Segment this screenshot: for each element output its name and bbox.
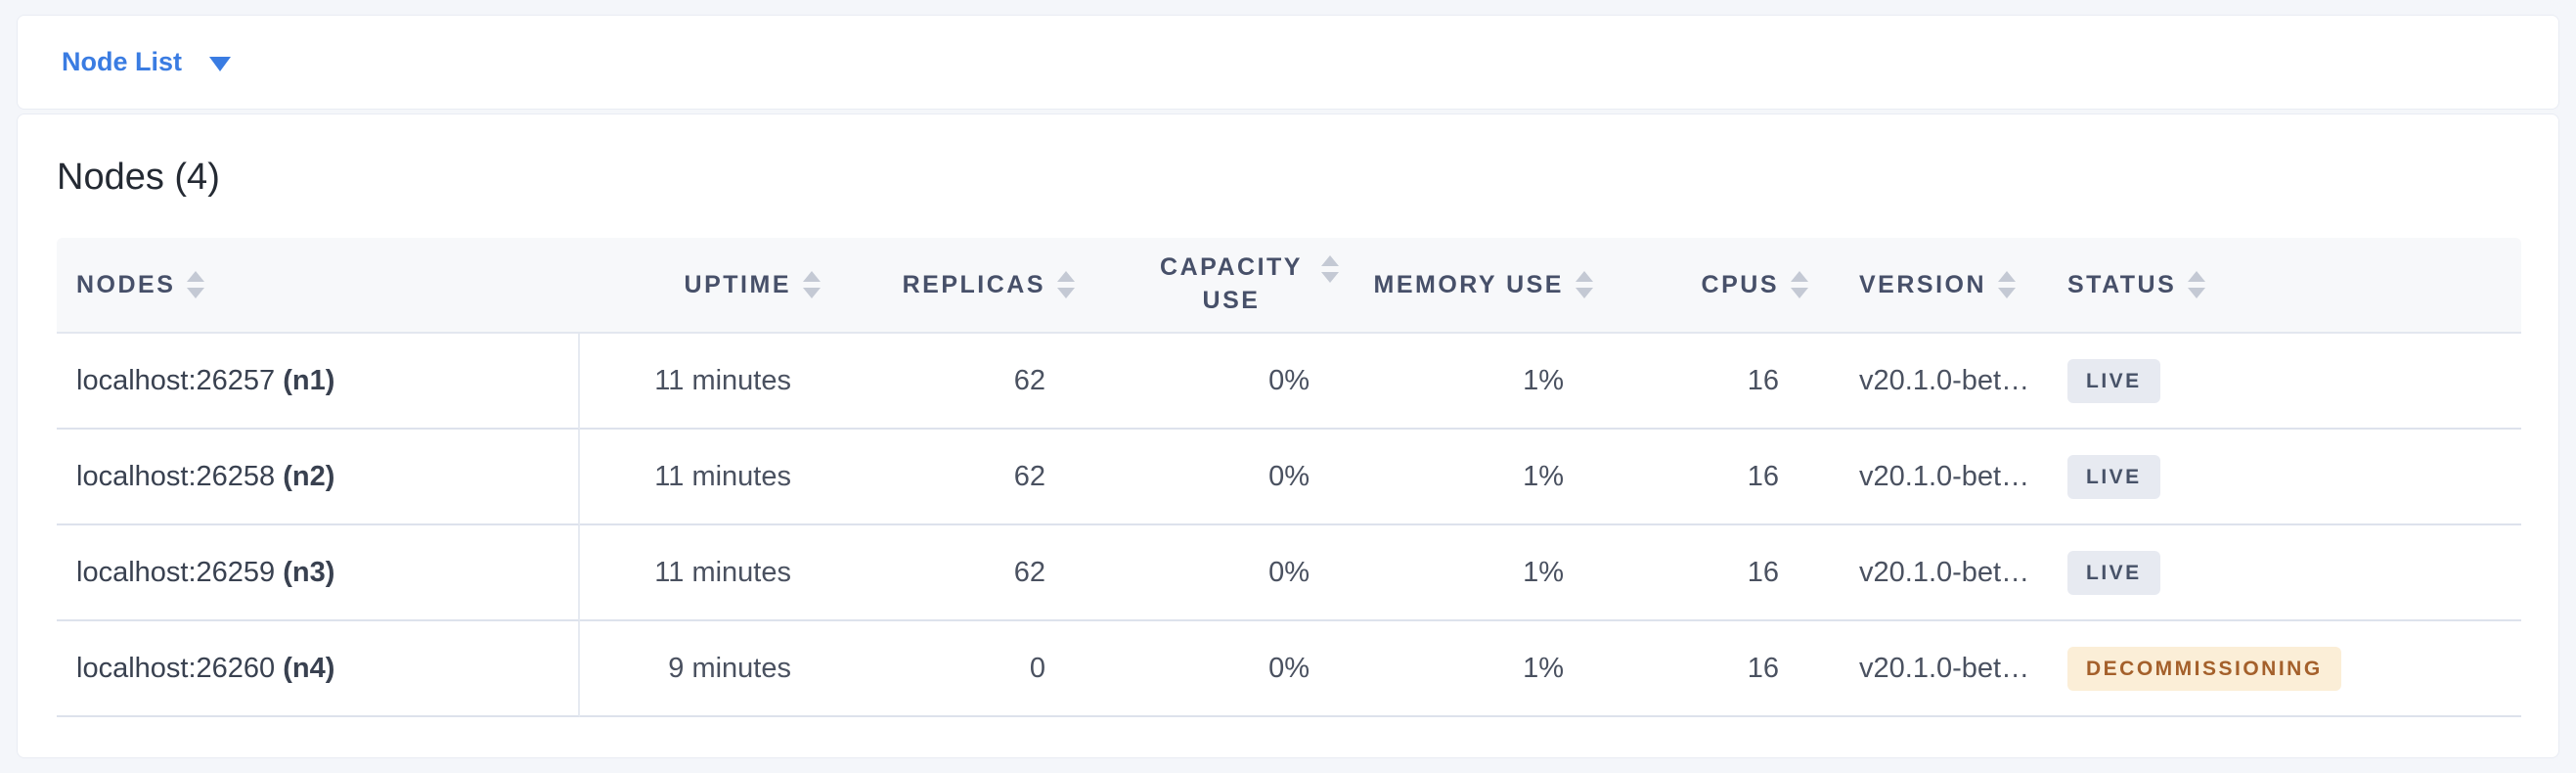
sort-down-icon (1791, 288, 1808, 298)
sort-up-icon (1791, 271, 1808, 282)
capacity-use-cell: 0% (1087, 430, 1351, 525)
nodes-cell[interactable]: localhost:26258 (n2) (57, 430, 580, 525)
sort-icon (1791, 271, 1808, 298)
nodes-table: NODES UPTIME REPLICAS CAPACITY USE (57, 238, 2521, 717)
nodes-cell[interactable]: localhost:26259 (n3) (57, 525, 580, 621)
uptime-cell: 9 minutes (580, 621, 832, 717)
sort-icon (1998, 271, 2017, 298)
sort-icon (187, 271, 205, 298)
sort-down-icon (2188, 288, 2206, 298)
column-label-memory_use: MEMORY USE (1373, 270, 1564, 298)
sort-icon (2188, 271, 2206, 298)
status-cell: LIVE (2045, 334, 2521, 430)
column-label-nodes: NODES (76, 270, 176, 298)
memory-use-cell: 1% (1351, 621, 1605, 717)
sort-down-icon (1321, 272, 1339, 284)
status-cell: LIVE (2045, 525, 2521, 621)
sort-up-icon (1321, 255, 1339, 267)
column-header-uptime[interactable]: UPTIME (580, 238, 832, 334)
cpus-cell: 16 (1605, 621, 1820, 717)
cpus-cell: 16 (1605, 525, 1820, 621)
status-badge: LIVE (2067, 454, 2160, 499)
column-header-status[interactable]: STATUS (2045, 238, 2521, 334)
column-header-cpus[interactable]: CPUS (1605, 238, 1820, 334)
uptime-cell: 11 minutes (580, 430, 832, 525)
sort-up-icon (1576, 271, 1593, 282)
node-list-dropdown[interactable]: Node List (62, 47, 232, 77)
replicas-cell: 62 (832, 430, 1087, 525)
cpus-cell: 16 (1605, 334, 1820, 430)
sort-down-icon (187, 288, 205, 298)
node-list-dropdown-label: Node List (62, 47, 183, 76)
sort-up-icon (1998, 271, 2017, 282)
capacity-use-cell: 0% (1087, 621, 1351, 717)
column-header-version[interactable]: VERSION (1820, 238, 2045, 334)
table-row[interactable]: localhost:26260 (n4) 9 minutes 0 0% 1% 1… (57, 621, 2521, 717)
table-row[interactable]: localhost:26258 (n2) 11 minutes 62 0% 1%… (57, 430, 2521, 525)
table-row[interactable]: localhost:26257 (n1) 11 minutes 62 0% 1%… (57, 334, 2521, 430)
memory-use-cell: 1% (1351, 525, 1605, 621)
column-header-memory_use[interactable]: MEMORY USE (1351, 238, 1605, 334)
version-cell: v20.1.0-bet… (1820, 525, 2045, 621)
column-label-status: STATUS (2067, 270, 2177, 298)
replicas-cell: 62 (832, 334, 1087, 430)
column-header-replicas[interactable]: REPLICAS (832, 238, 1087, 334)
sort-up-icon (803, 271, 821, 282)
node-address: localhost:26257 (76, 364, 276, 396)
node-address: localhost:26259 (76, 556, 276, 588)
column-label-cpus: CPUS (1701, 270, 1779, 298)
cpus-cell: 16 (1605, 430, 1820, 525)
status-badge: DECOMMISSIONING (2067, 646, 2341, 691)
uptime-cell: 11 minutes (580, 334, 832, 430)
table-row[interactable]: localhost:26259 (n3) 11 minutes 62 0% 1%… (57, 525, 2521, 621)
version-cell: v20.1.0-bet… (1820, 334, 2045, 430)
column-label-capacity_use: CAPACITY USE (1160, 253, 1303, 314)
status-cell: DECOMMISSIONING (2045, 621, 2521, 717)
status-badge: LIVE (2067, 358, 2160, 403)
status-cell: LIVE (2045, 430, 2521, 525)
section-title: Nodes (4) (57, 157, 220, 198)
version-cell: v20.1.0-bet… (1820, 430, 2045, 525)
column-header-nodes[interactable]: NODES (57, 238, 580, 334)
memory-use-cell: 1% (1351, 430, 1605, 525)
sort-down-icon (1057, 288, 1075, 298)
column-header-capacity_use[interactable]: CAPACITY USE (1087, 238, 1351, 334)
column-label-uptime: UPTIME (684, 270, 791, 298)
node-id: (n4) (283, 652, 335, 684)
replicas-cell: 62 (832, 525, 1087, 621)
uptime-cell: 11 minutes (580, 525, 832, 621)
caret-down-icon (209, 56, 232, 71)
version-cell: v20.1.0-bet… (1820, 621, 2045, 717)
page-header-bar: Node List (17, 15, 2559, 110)
nodes-cell[interactable]: localhost:26257 (n1) (57, 334, 580, 430)
node-id: (n1) (283, 364, 335, 396)
table-header-row: NODES UPTIME REPLICAS CAPACITY USE (57, 238, 2521, 334)
nodes-cell[interactable]: localhost:26260 (n4) (57, 621, 580, 717)
sort-down-icon (803, 288, 821, 298)
sort-icon (1321, 255, 1339, 284)
nodes-panel: Nodes (4) NODES UPTIME REPLICAS (17, 114, 2559, 758)
sort-icon (1057, 271, 1075, 298)
node-id: (n2) (283, 460, 335, 492)
sort-down-icon (1576, 288, 1593, 298)
capacity-use-cell: 0% (1087, 525, 1351, 621)
sort-icon (803, 271, 821, 298)
column-label-version: VERSION (1859, 270, 1987, 298)
status-badge: LIVE (2067, 550, 2160, 595)
capacity-use-cell: 0% (1087, 334, 1351, 430)
sort-up-icon (1057, 271, 1075, 282)
sort-icon (1576, 271, 1593, 298)
sort-down-icon (1998, 288, 2017, 298)
sort-up-icon (2188, 271, 2206, 282)
column-label-replicas: REPLICAS (902, 270, 1045, 298)
sort-up-icon (187, 271, 205, 282)
replicas-cell: 0 (832, 621, 1087, 717)
node-address: localhost:26260 (76, 652, 276, 684)
node-id: (n3) (283, 556, 335, 588)
node-address: localhost:26258 (76, 460, 276, 492)
memory-use-cell: 1% (1351, 334, 1605, 430)
